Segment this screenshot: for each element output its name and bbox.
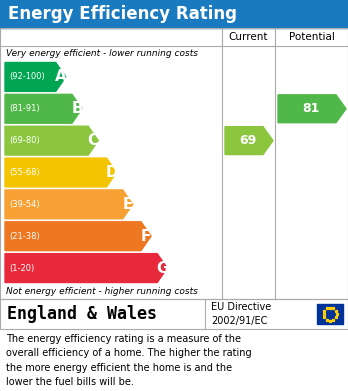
Text: F: F bbox=[141, 229, 151, 244]
Polygon shape bbox=[5, 63, 66, 91]
Text: Potential: Potential bbox=[288, 32, 334, 42]
Text: (69-80): (69-80) bbox=[9, 136, 40, 145]
Text: (1-20): (1-20) bbox=[9, 264, 34, 273]
Text: Current: Current bbox=[229, 32, 268, 42]
Text: (55-68): (55-68) bbox=[9, 168, 40, 177]
Bar bbox=[0, 0, 348, 28]
Text: England & Wales: England & Wales bbox=[7, 305, 157, 323]
Text: The energy efficiency rating is a measure of the
overall efficiency of a home. T: The energy efficiency rating is a measur… bbox=[6, 334, 252, 387]
Text: Very energy efficient - lower running costs: Very energy efficient - lower running co… bbox=[6, 49, 198, 58]
Bar bbox=[0, 28, 348, 299]
Text: EU Directive
2002/91/EC: EU Directive 2002/91/EC bbox=[211, 302, 271, 326]
Bar bbox=[317, 304, 343, 324]
Polygon shape bbox=[5, 126, 98, 155]
Polygon shape bbox=[5, 158, 117, 187]
Text: C: C bbox=[88, 133, 99, 148]
Text: A: A bbox=[55, 70, 66, 84]
Polygon shape bbox=[5, 222, 151, 251]
Polygon shape bbox=[278, 95, 346, 123]
Text: 81: 81 bbox=[302, 102, 320, 115]
Text: G: G bbox=[156, 260, 168, 276]
Text: Energy Efficiency Rating: Energy Efficiency Rating bbox=[8, 5, 237, 23]
Text: (92-100): (92-100) bbox=[9, 72, 45, 81]
Text: D: D bbox=[105, 165, 118, 180]
Text: (39-54): (39-54) bbox=[9, 200, 40, 209]
Polygon shape bbox=[5, 254, 167, 283]
Text: 69: 69 bbox=[239, 134, 256, 147]
Text: B: B bbox=[71, 101, 83, 116]
Text: Not energy efficient - higher running costs: Not energy efficient - higher running co… bbox=[6, 287, 198, 296]
Polygon shape bbox=[5, 190, 133, 219]
Polygon shape bbox=[225, 127, 273, 154]
Text: (81-91): (81-91) bbox=[9, 104, 40, 113]
Text: E: E bbox=[122, 197, 133, 212]
Text: (21-38): (21-38) bbox=[9, 232, 40, 241]
Bar bbox=[0, 299, 348, 329]
Polygon shape bbox=[5, 94, 82, 123]
